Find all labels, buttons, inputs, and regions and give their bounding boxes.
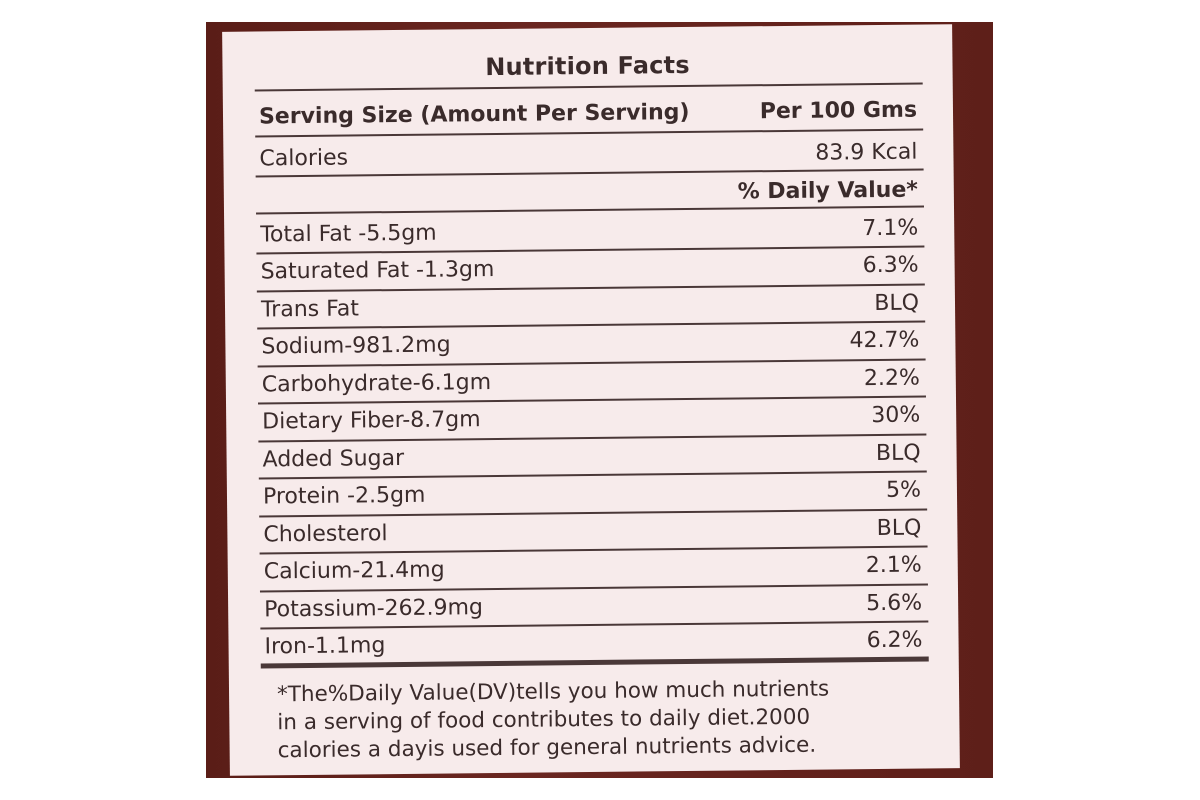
nutrient-row: Added Sugar BLQ	[262, 436, 920, 477]
nutrient-name: Sodium-981.2mg	[261, 332, 451, 360]
nutrient-name: Dietary Fiber-8.7gm	[262, 407, 481, 435]
nutrient-daily-value: 7.1%	[862, 215, 919, 241]
title-divider	[254, 82, 923, 92]
nutrient-daily-value: 30%	[871, 402, 921, 429]
nutrient-daily-value: 2.1%	[865, 552, 922, 579]
nutrient-daily-value: 2.2%	[863, 365, 920, 391]
serving-size-label: Serving Size (Amount Per Serving)	[258, 99, 690, 129]
serving-size-row: Serving Size (Amount Per Serving) Per 10…	[259, 93, 917, 134]
label-title: Nutrition Facts	[485, 50, 690, 82]
nutrient-row: Total Fat -5.5gm 7.1%	[260, 211, 918, 252]
nutrient-name: Potassium-262.9mg	[264, 594, 484, 622]
nutrient-row: Potassium-262.9mg 5.6%	[264, 586, 922, 627]
nutrient-row: Carbohydrate-6.1gm 2.2%	[262, 361, 920, 402]
serving-size-value: Per 100 Gms	[759, 97, 918, 124]
nutrient-name: Added Sugar	[262, 445, 405, 472]
nutrient-name: Iron-1.1mg	[264, 633, 386, 660]
nutrient-daily-value: 5%	[885, 477, 922, 503]
nutrient-row: Sodium-981.2mg 42.7%	[261, 323, 919, 364]
nutrient-row: Protein -2.5gm 5%	[263, 473, 921, 514]
nutrient-name: Trans Fat	[260, 295, 360, 322]
nutrient-name: Cholesterol	[263, 520, 388, 547]
nutrient-row: Dietary Fiber-8.7gm 30%	[262, 398, 920, 439]
nutrient-row: Saturated Fat -1.3gm 6.3%	[260, 248, 919, 289]
nutrient-row: Calcium-21.4mg 2.1%	[264, 548, 922, 589]
nutrient-name: Total Fat -5.5gm	[260, 220, 437, 247]
nutrition-facts-label: Nutrition Facts Serving Size (Amount Per…	[222, 24, 960, 776]
daily-value-header: % Daily Value*	[737, 177, 918, 204]
nutrient-daily-value: BLQ	[874, 290, 920, 316]
nutrient-row: Cholesterol BLQ	[263, 511, 921, 552]
calories-value: 83.9 Kcal	[815, 139, 918, 166]
nutrient-daily-value: BLQ	[876, 515, 922, 541]
nutrient-daily-value: 6.3%	[862, 252, 919, 279]
nutrient-daily-value: 42.7%	[849, 327, 920, 354]
nutrient-row: Trans Fat BLQ	[261, 286, 919, 327]
daily-value-footnote: *The%Daily Value(DV)tells you how much n…	[276, 676, 830, 764]
nutrient-daily-value: BLQ	[875, 440, 921, 466]
calories-label: Calories	[259, 145, 349, 171]
nutrient-daily-value: 6.2%	[866, 627, 923, 654]
nutrient-daily-value: 5.6%	[866, 590, 923, 616]
nutrient-name: Protein -2.5gm	[262, 482, 426, 510]
nutrient-name: Saturated Fat -1.3gm	[260, 257, 495, 285]
nutrient-name: Calcium-21.4mg	[263, 557, 445, 585]
nutrient-name: Carbohydrate-6.1gm	[261, 369, 492, 397]
